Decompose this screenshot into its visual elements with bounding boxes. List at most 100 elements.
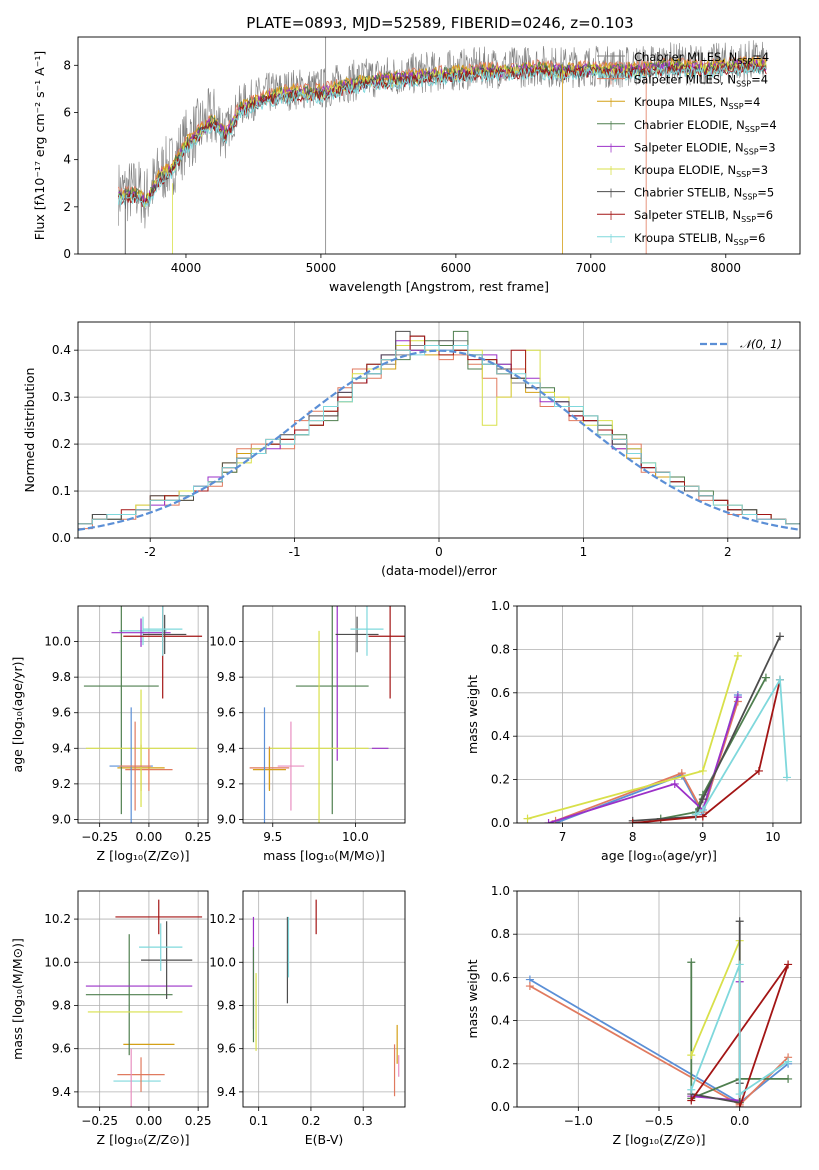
mass-weight-line [632,636,781,822]
legend-marker: | [609,189,612,199]
mass-weight-line [548,696,739,823]
x-tick-label: 10 [765,830,780,844]
legend-label-subscript: SSP [741,215,756,224]
y-tick-label: 9.4 [217,1085,236,1099]
legend-label-suffix: =5 [757,186,774,200]
mass-weight-marker [670,779,679,788]
mass-weight-marker [784,960,793,969]
x-tick-label: 0.00 [136,830,163,844]
legend-label-name: Kroupa ELODIE, N [634,163,736,177]
y-tick-label: 9.0 [217,812,236,826]
x-tick-label: 0 [435,545,443,559]
legend-label-subscript: SSP [729,102,744,111]
legend-label-suffix: =4 [751,73,768,87]
y-tick-label: 0.8 [491,927,510,941]
y-tick-label: 9.0 [52,812,71,826]
x-tick-label: 0.25 [185,1114,212,1128]
y-tick-label: 0.3 [52,390,71,404]
mass-weight-line [690,964,789,1096]
y-tick-label: 0.8 [491,642,510,656]
mass-weight-marker [784,1057,793,1066]
y-tick-label: 0.4 [52,343,71,357]
legend-label-name: Chabrier ELODIE, N [634,118,745,132]
x-tick-label: 1 [580,545,588,559]
plot-area [85,899,203,1107]
y-tick-label: 0.2 [491,773,510,787]
x-tick-label: −1.0 [564,1114,593,1128]
x-tick-label: 6000 [441,261,472,275]
legend-label-suffix: =4 [752,50,769,64]
x-tick-label: 9 [699,830,707,844]
x-tick-label: 10.0 [342,830,369,844]
legend-marker: | [609,53,612,63]
legend-label: Kroupa ELODIE, NSSP=3 [634,163,768,179]
mass-weight-marker [782,773,791,782]
y-tick-label: 1.0 [491,599,510,613]
y-tick-label: 10.0 [44,635,71,649]
y-tick-label: 1.0 [491,884,510,898]
y-axis-label: Normed distribution [22,368,37,493]
y-axis-label: age [log₁₀(age/yr)] [10,657,25,773]
y-axis-label: Flux [fλ10⁻¹⁷ erg cm⁻² s⁻¹ A⁻¹] [32,51,47,240]
mass-weight-marker [735,1103,744,1107]
mass-weight-marker [775,675,784,684]
y-tick-label: 0.6 [491,686,510,700]
mass-weight-line [555,701,739,822]
y-tick-label: 0.0 [491,816,510,830]
axes-frame [516,890,802,1108]
x-tick-label: 4000 [171,261,202,275]
x-tick-label: −0.25 [81,1114,118,1128]
mass-weight-marker [775,632,784,641]
plot-area [249,606,405,823]
legend-label: Chabrier STELIB, NSSP=5 [634,186,774,202]
x-tick-label: 7 [559,830,567,844]
mass-weight-marker [735,960,744,969]
mass-weight-marker [544,819,553,823]
x-tick-label: 0.1 [249,1114,268,1128]
y-tick-label: 9.2 [52,777,71,791]
legend-label-suffix: =6 [749,231,766,245]
axes-frame [77,890,209,1108]
x-axis-label: mass [log₁₀(M/M⊙)] [263,848,385,863]
legend-label: Kroupa MILES, NSSP=4 [634,95,760,111]
x-tick-label: -1 [289,545,301,559]
mass-weight-marker [687,1096,696,1105]
x-tick-label: 2 [724,545,732,559]
x-tick-label: 0.0 [730,1114,749,1128]
x-tick-label: 8 [629,830,637,844]
mass-weight-marker [698,795,707,804]
x-tick-label: 5000 [306,261,337,275]
y-tick-label: 9.6 [52,706,71,720]
y-axis-label: mass weight [465,959,480,1038]
x-tick-label: 9.5 [263,830,282,844]
legend-label-subscript: SSP [742,193,757,202]
mass-weight-marker [733,651,742,660]
histogram-step [78,345,800,538]
y-tick-label: 0.4 [491,1014,510,1028]
y-tick-label: 0.0 [491,1100,510,1114]
mass-weight-line [690,962,789,1100]
legend-label-name: Kroupa STELIB, N [634,231,734,245]
figure-title: PLATE=0893, MJD=52589, FIBERID=0246, z=0… [246,14,633,32]
axes-frame [77,605,209,824]
x-axis-label: Z [log₁₀(Z/Z⊙)] [97,1132,190,1147]
panel-massweight_vs_Z: −1.0 −0.5 0.0 0.0 0.2 0.4 0.6 0.8 1.0 Z [log₁₀(Z/… [465,884,802,1147]
axes-frame [516,605,802,824]
legend-marker: | [609,234,612,244]
y-tick-label: 0.4 [491,729,510,743]
y-tick-label: 9.6 [217,706,236,720]
mass-weight-marker [691,810,700,819]
x-axis-label: age [log₁₀(age/yr)] [601,848,717,863]
mass-weight-marker [687,1051,696,1060]
x-tick-label: 8000 [711,261,742,275]
mass-weight-line [695,676,788,816]
y-tick-label: 0.6 [491,970,510,984]
y-tick-label: 4 [63,153,71,167]
mass-weight-marker [687,1085,696,1094]
legend-label: Chabrier ELODIE, NSSP=4 [634,118,777,134]
y-tick-label: 10.0 [209,955,236,969]
mass-weight-marker [735,1090,744,1099]
legend-label-name: Salpeter MILES, N [634,73,736,87]
axes-frame [242,605,406,824]
